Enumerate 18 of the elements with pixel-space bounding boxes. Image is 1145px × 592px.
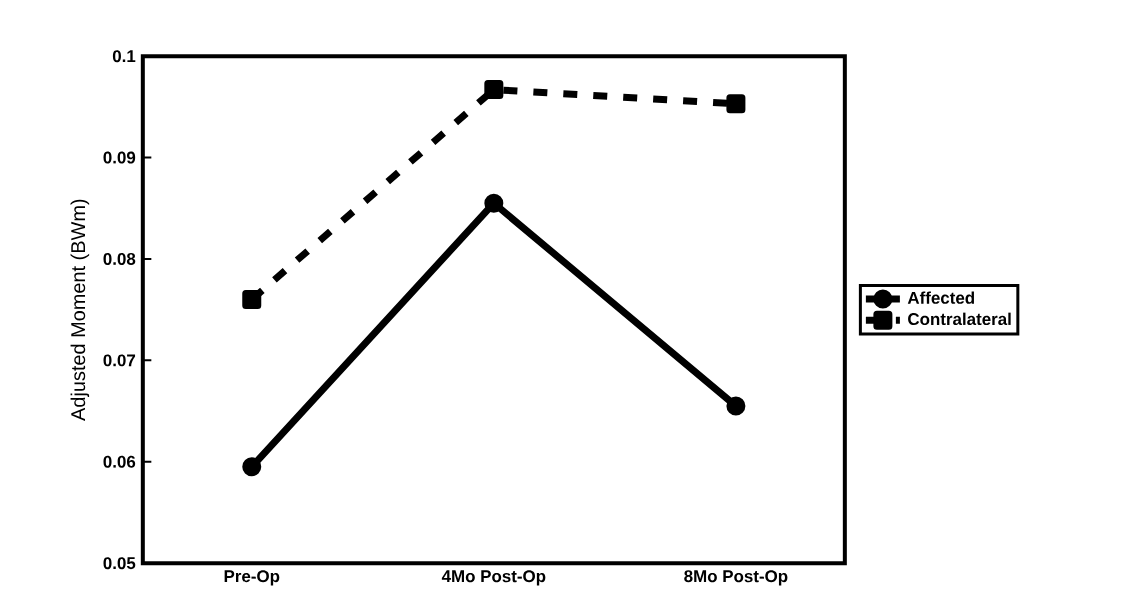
y-tick-label: 0.07 (103, 354, 136, 367)
point (242, 457, 262, 477)
legend-label: Contralateral (908, 312, 1011, 325)
y-axis-title: Adjusted Moment (BWm) (70, 199, 90, 421)
y-tick-label: 0.06 (103, 455, 136, 468)
point (242, 289, 262, 309)
y-tick-label: 0.08 (103, 252, 136, 265)
x-tick-label: Pre-Op (224, 570, 280, 586)
point (484, 193, 504, 213)
point (726, 396, 746, 416)
point (726, 94, 746, 114)
y-tick-label: 0.1 (112, 50, 136, 63)
legend-label: Affected (907, 291, 974, 304)
y-tick-label: 0.05 (103, 557, 136, 570)
x-tick-label: 4Mo Post-Op (441, 570, 546, 586)
y-tick-label: 0.09 (103, 151, 136, 164)
x-tick-label: 8Mo Post-Op (684, 570, 788, 586)
point (484, 80, 504, 100)
